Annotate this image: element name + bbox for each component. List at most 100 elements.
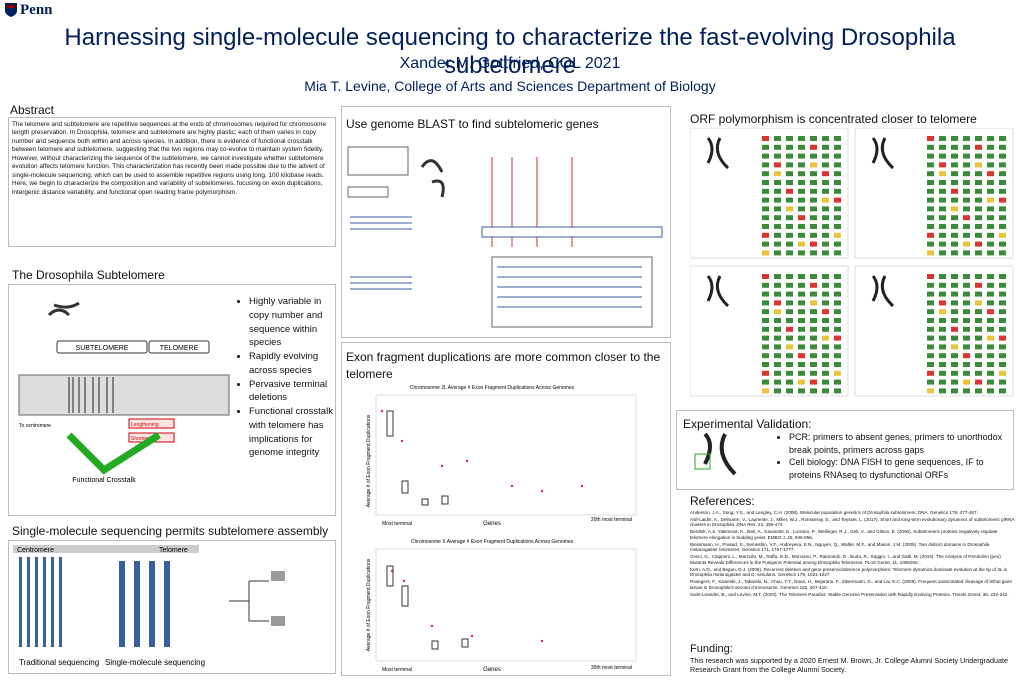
- funding-text: This research was supported by a 2020 Er…: [690, 656, 1009, 675]
- orf-mark: [951, 370, 958, 376]
- orf-mark: [810, 388, 817, 394]
- orf-mark: [834, 153, 841, 159]
- orf-mark: [822, 162, 829, 168]
- orf-mark: [987, 274, 994, 279]
- orf-mark: [762, 300, 769, 306]
- orf-mark: [927, 241, 934, 247]
- orf-mark: [939, 224, 946, 229]
- orf-mark: [786, 362, 793, 367]
- orf-mark: [798, 370, 805, 376]
- orf-mark: [951, 300, 958, 306]
- label: TELOMERE: [160, 345, 199, 352]
- label: SUBTELOMERE: [76, 345, 129, 352]
- orf-mark: [975, 344, 982, 350]
- orf-mark: [999, 274, 1006, 279]
- orf-mark: [822, 171, 829, 177]
- label: Shortening: [131, 436, 155, 442]
- orf-mark: [834, 180, 841, 185]
- orf-mark: [939, 153, 946, 159]
- orf-mark: [834, 224, 841, 229]
- orf-mark: [927, 291, 934, 297]
- orf-mark: [822, 318, 829, 323]
- orf-mark: [999, 197, 1006, 203]
- orf-mark: [951, 153, 958, 159]
- orf-mark: [706, 137, 730, 170]
- orf-mark: [999, 370, 1006, 376]
- orf-mark: [786, 274, 793, 279]
- orf-mark: [810, 353, 817, 359]
- orf-mark: [927, 282, 934, 288]
- orf-mark: [963, 241, 970, 247]
- orf-mark: [939, 162, 946, 168]
- orf-mark: [927, 180, 934, 185]
- orf-mark: [834, 326, 841, 332]
- orf-mark: [786, 309, 793, 315]
- heading: Use genome BLAST to find subtelomeric ge…: [346, 117, 599, 131]
- orf-mark: [774, 197, 781, 203]
- orf-mark: [810, 162, 817, 168]
- orf-mark: [927, 300, 934, 306]
- orf-mark: [786, 162, 793, 168]
- orf-mark: [999, 215, 1006, 221]
- orf-mark: [834, 250, 841, 256]
- orf-mark: [810, 232, 817, 238]
- orf-mark: [975, 353, 982, 359]
- reference: Asif-Laidin, A., Delmarre, V., Laurentie…: [690, 516, 1015, 528]
- reference-list: Anderson, J.A., Song, Y.S., and Langley,…: [690, 510, 1015, 598]
- orf-mark: [798, 206, 805, 212]
- orf-mark: [987, 291, 994, 297]
- orf-mark: [834, 215, 841, 221]
- orf-mark: [927, 162, 934, 168]
- shield: [5, 3, 17, 17]
- orf-mark: [774, 291, 781, 297]
- bullet: PCR: primers to absent genes, primers to…: [789, 431, 1007, 456]
- orf-mark: [927, 274, 934, 279]
- orf-mark: [987, 282, 994, 288]
- orf-mark: [939, 188, 946, 194]
- orf-mark: [834, 362, 841, 367]
- panel: Experimental Validation: PCR: primers to…: [676, 410, 1014, 490]
- orf-mark: [762, 318, 769, 323]
- orf-mark: [927, 224, 934, 229]
- orf-mark: [774, 241, 781, 247]
- orf-mark: [762, 180, 769, 185]
- orf-mark: [774, 224, 781, 229]
- label: To centromere: [19, 423, 51, 429]
- orf-mark: [834, 300, 841, 306]
- orf-mark: [822, 180, 829, 185]
- orf-mark: [951, 197, 958, 203]
- orf-mark: [774, 144, 781, 150]
- orf-mark: [951, 144, 958, 150]
- orf-mark: [999, 335, 1006, 341]
- orf-mark: [810, 180, 817, 185]
- orf-mark: [786, 241, 793, 247]
- orf-mark: [975, 206, 982, 212]
- orf-mark: [774, 232, 781, 238]
- orf-mark: [987, 224, 994, 229]
- orf-mark: [999, 241, 1006, 247]
- orf-mark: [963, 136, 970, 141]
- orf-mark: [786, 215, 793, 221]
- orf-mark: [810, 224, 817, 229]
- orf-mark: [975, 274, 982, 279]
- axis-label: Most terminal: [382, 667, 412, 673]
- orf-mark: [987, 232, 994, 238]
- orf-mark: [951, 335, 958, 341]
- orf-mark: [822, 197, 829, 203]
- orf-mark: [939, 344, 946, 350]
- axis-label: Average # of Exon Fragment Duplications: [366, 414, 372, 507]
- orf-mark: [822, 206, 829, 212]
- orf-mark: [963, 197, 970, 203]
- orf-mark: [975, 318, 982, 323]
- orf-mark: [963, 232, 970, 238]
- orf-mark: [786, 388, 793, 394]
- orf-mark: [927, 309, 934, 315]
- orf-mark: [798, 300, 805, 306]
- orf-mark: [786, 282, 793, 288]
- orf-mark: [951, 232, 958, 238]
- orf-mark: [975, 136, 982, 141]
- orf-mark: [822, 224, 829, 229]
- axis-label: Genes: [483, 667, 501, 673]
- orf-mark: [951, 353, 958, 359]
- orf-mark: [834, 318, 841, 323]
